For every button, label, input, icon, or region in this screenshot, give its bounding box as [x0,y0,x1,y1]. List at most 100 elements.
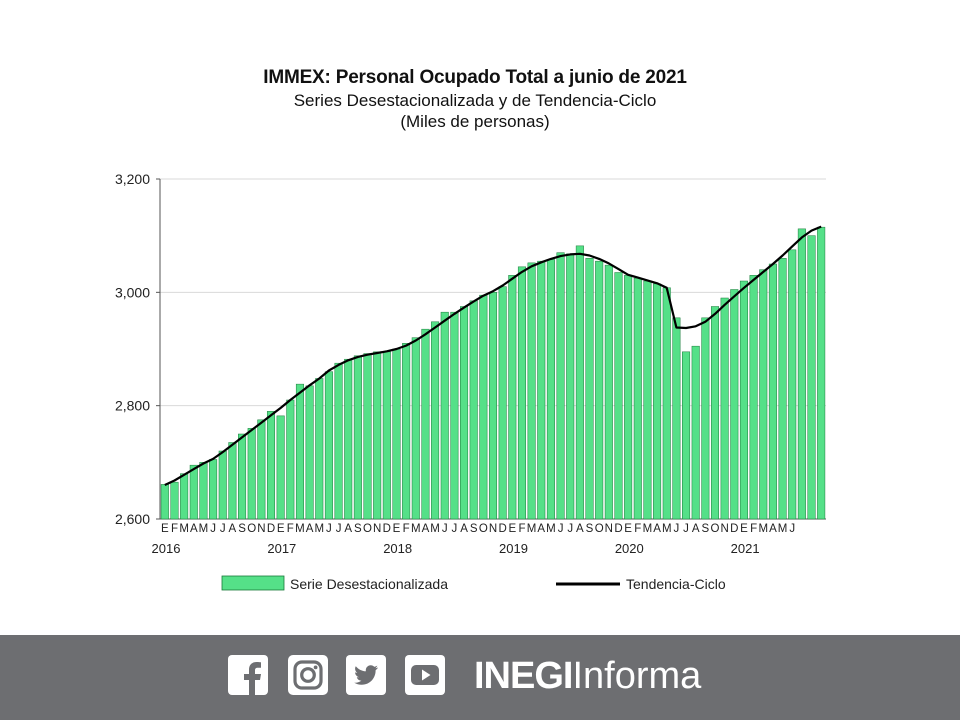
x-month-label: F [287,523,294,535]
instagram-icon[interactable] [288,655,328,699]
inegi-informa-logo[interactable]: INEGIInforma [474,651,701,701]
bar [286,399,295,520]
x-month-label: J [683,523,689,535]
x-month-label: S [702,523,710,535]
y-tick-label: 3,200 [115,171,150,187]
chart-title: IMMEX: Personal Ocupado Total a junio de… [263,67,687,88]
x-month-label: F [171,523,178,535]
bar [575,245,584,520]
x-month-label: M [411,523,421,535]
bar [498,286,507,520]
chart-subtitle: Series Desestacionalizada y de Tendencia… [293,91,657,110]
bar [672,317,681,520]
bar [180,473,189,520]
x-month-label: J [326,523,332,535]
bar [662,287,671,520]
bar [402,343,411,520]
bar [624,275,633,520]
x-month-label: N [373,523,381,535]
facebook-icon[interactable] [228,655,268,699]
x-month-label: E [624,523,632,535]
bar [788,249,797,520]
bar [759,269,768,520]
chart-title-block: IMMEX: Personal Ocupado Total a junio de… [0,66,950,132]
x-year-label: 2017 [267,541,296,556]
bar [189,464,198,520]
bar [247,428,256,520]
bar [353,355,362,520]
x-month-label: O [247,523,256,535]
bar [807,235,816,520]
x-month-label: N [489,523,497,535]
bar [508,275,517,520]
x-month-label: N [605,523,613,535]
x-month-label: M [179,523,189,535]
x-month-label: E [161,523,169,535]
x-month-label: M [643,523,653,535]
x-month-label: S [470,523,478,535]
bar [305,385,314,520]
youtube-icon[interactable] [405,655,445,699]
bar [479,294,488,520]
bar [682,351,691,520]
bar [527,262,536,520]
bar [730,289,739,520]
x-month-label: N [257,523,265,535]
x-month-label: F [403,523,410,535]
x-month-label: M [295,523,305,535]
x-year-label: 2020 [615,541,644,556]
y-tick-label: 3,000 [115,284,150,300]
x-month-label: S [586,523,594,535]
bar [170,481,179,520]
x-month-label: A [344,523,352,535]
bar [517,266,526,520]
x-month-label: O [595,523,604,535]
x-month-label: E [393,523,401,535]
bar [556,252,565,520]
bar [363,353,372,520]
x-month-label: A [306,523,314,535]
bar [238,433,247,520]
x-month-label: J [789,523,795,535]
bar [739,280,748,520]
x-month-label: M [430,523,440,535]
bar [450,311,459,520]
bar [324,371,333,520]
y-tick-label: 2,600 [115,511,150,527]
x-month-label: F [634,523,641,535]
brand-inegi: INEGI [474,655,573,697]
bar [315,378,324,520]
twitter-icon[interactable] [346,655,386,699]
x-month-label: D [383,523,391,535]
x-month-label: M [778,523,788,535]
x-month-label: M [546,523,556,535]
bar [469,300,478,520]
x-month-label: J [452,523,458,535]
x-month-label: M [199,523,209,535]
bar [778,258,787,520]
bar [460,306,469,520]
bar [209,459,218,520]
x-month-label: S [354,523,362,535]
bar [218,450,227,520]
brand-informa: Informa [572,655,702,697]
bar [411,337,420,520]
x-year-label: 2016 [152,541,181,556]
bar [585,258,594,520]
x-month-label: E [740,523,748,535]
x-year-label: 2018 [383,541,412,556]
bar [614,272,623,520]
x-month-label: A [653,523,661,535]
x-month-label: D [267,523,275,535]
x-month-label: F [518,523,525,535]
bar [604,264,613,520]
x-month-label: J [567,523,573,535]
x-month-label: J [442,523,448,535]
x-month-label: A [576,523,584,535]
bar [334,362,343,520]
x-month-label: A [422,523,430,535]
bar [257,419,266,520]
chart-units: (Miles de personas) [400,112,550,131]
x-month-label: M [527,523,537,535]
